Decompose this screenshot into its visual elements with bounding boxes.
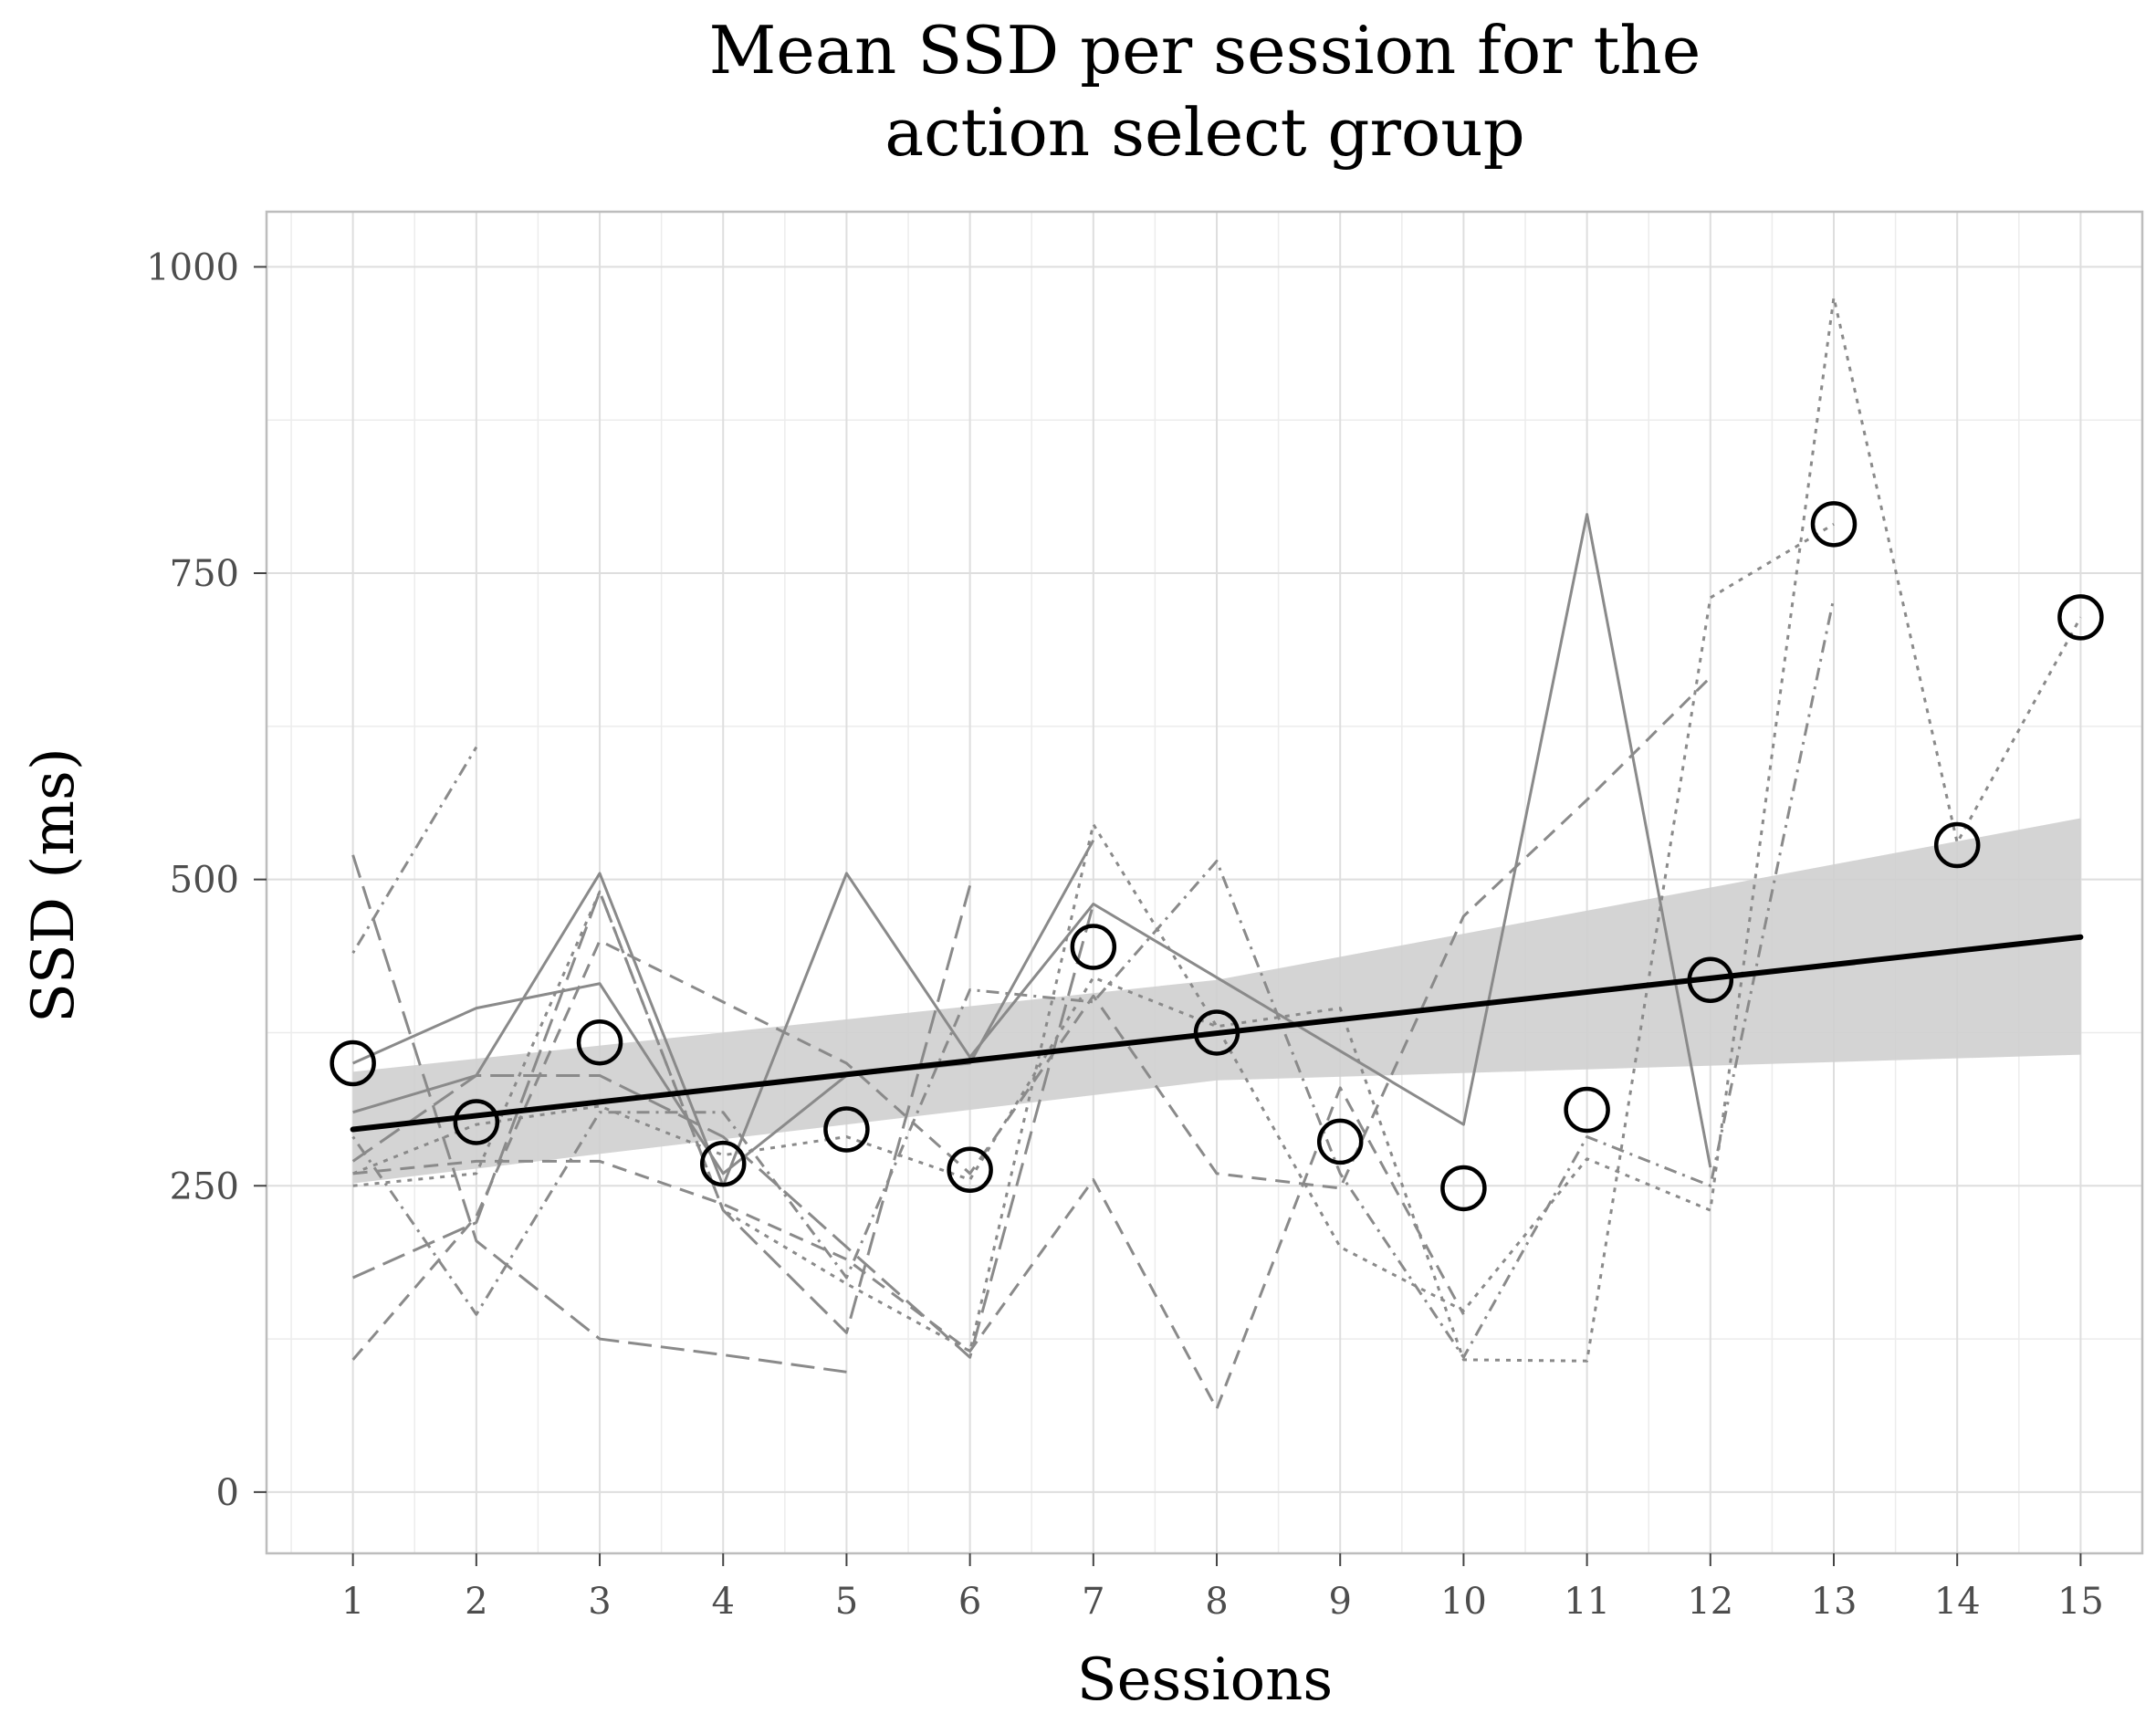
mean-point-session-2 [453, 1099, 500, 1145]
y-axis-tick-label: 750 [170, 553, 239, 595]
x-axis-tick-label: 13 [1811, 1581, 1858, 1623]
y-axis-title: SSD (ms) [20, 747, 88, 1023]
plot-panel-border [265, 210, 2144, 1555]
mean-point-session-9 [1316, 1118, 1364, 1165]
x-axis-tick-label: 12 [1687, 1581, 1733, 1623]
x-axis-title: Sessions [1077, 1646, 1333, 1714]
y-axis-tick-label: 1000 [146, 246, 239, 288]
trend-line [350, 934, 2084, 1133]
x-axis-tick-label: 15 [2057, 1581, 2104, 1623]
participant-line-9 [352, 523, 1835, 1363]
mean-point-session-1 [330, 1040, 376, 1087]
x-axis-tick-label: 3 [588, 1581, 611, 1623]
x-axis-tick-label: 10 [1440, 1581, 1487, 1623]
mean-point-session-7 [1070, 924, 1117, 970]
mean-point-session-10 [1440, 1165, 1487, 1212]
x-axis-tick-label: 7 [1082, 1581, 1104, 1623]
mean-point-session-5 [823, 1106, 870, 1153]
mean-point-session-3 [576, 1019, 623, 1066]
mean-point-session-6 [947, 1146, 993, 1194]
participant-line-7 [352, 1086, 1465, 1411]
mean-point-session-4 [699, 1140, 747, 1187]
participant-line-1 [352, 513, 1712, 1187]
x-axis-tick-label: 9 [1328, 1581, 1351, 1623]
y-axis-tick-label: 250 [170, 1165, 239, 1207]
mean-point-session-15 [2057, 594, 2104, 641]
x-axis-tick-label: 1 [341, 1581, 364, 1623]
chart-title-line-2: action select group [884, 94, 1524, 171]
x-axis-tick-label: 4 [712, 1581, 735, 1623]
mean-point-session-13 [1810, 501, 1858, 548]
participant-line-5 [351, 854, 847, 1374]
mean-point-session-12 [1687, 956, 1734, 1003]
x-axis-tick-label: 6 [958, 1581, 981, 1623]
mean-point-session-11 [1564, 1086, 1610, 1134]
participant-line-6 [351, 676, 1711, 1361]
x-axis-tick-label: 8 [1205, 1581, 1228, 1623]
x-axis-tick-label: 14 [1934, 1581, 1981, 1623]
x-axis-tick-label: 5 [835, 1581, 858, 1623]
confidence-ribbon [352, 818, 2081, 1184]
y-axis-tick-label: 500 [170, 860, 239, 902]
mean-point-session-14 [1933, 821, 1981, 869]
y-axis-tick-label: 0 [216, 1472, 239, 1514]
participant-line-11 [351, 597, 1836, 1359]
participant-line-3 [351, 904, 1095, 1359]
chart-title-line-1: Mean SSD per session for the [709, 12, 1701, 89]
x-axis-tick-label: 2 [465, 1581, 487, 1623]
mean-point-session-8 [1193, 1009, 1240, 1056]
participant-line-10 [351, 746, 478, 954]
x-axis-tick-label: 11 [1564, 1581, 1610, 1623]
